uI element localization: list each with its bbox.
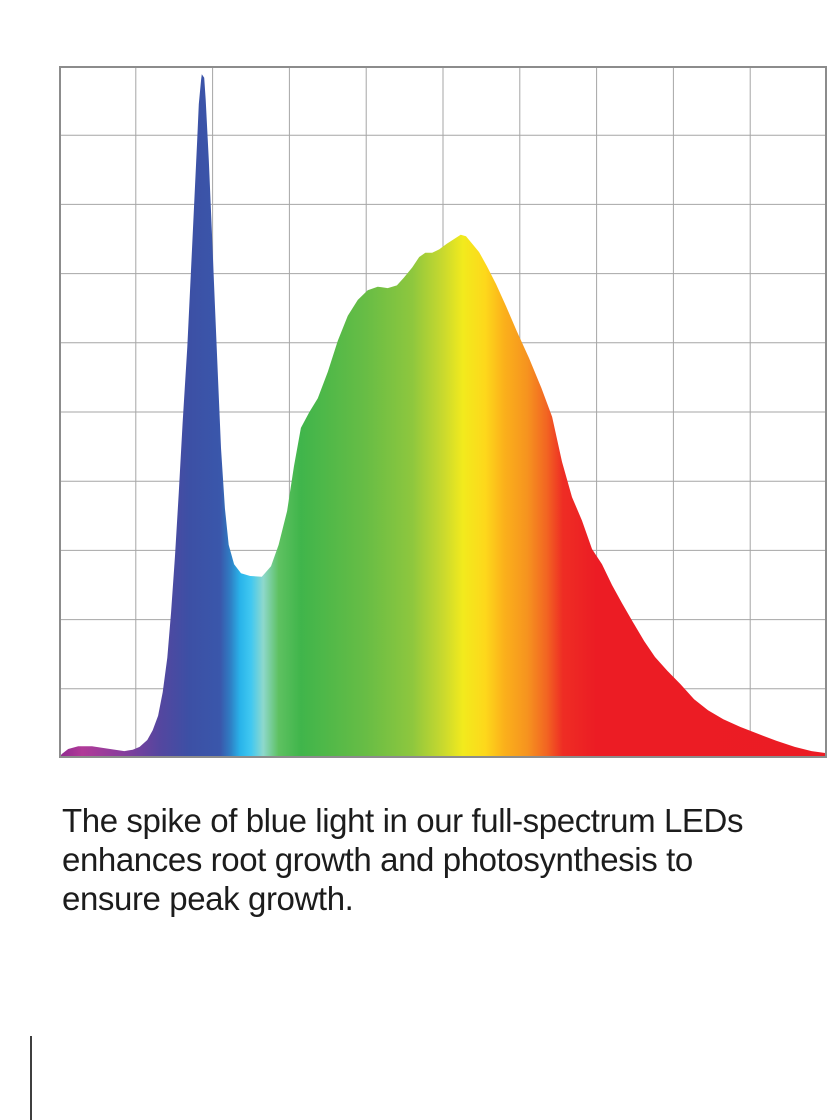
caption-text: The spike of blue light in our full-spec… [62,801,802,918]
spectrum-area [59,74,827,758]
caption-line-2: enhances root growth and photosynthesis … [62,841,693,878]
crop-mark-line [30,1036,32,1120]
chart-border [59,66,827,758]
spectrum-chart [59,66,827,758]
caption-line-3: ensure peak growth. [62,880,354,917]
spectrum-chart-svg [59,66,827,758]
caption-line-1: The spike of blue light in our full-spec… [62,802,744,839]
